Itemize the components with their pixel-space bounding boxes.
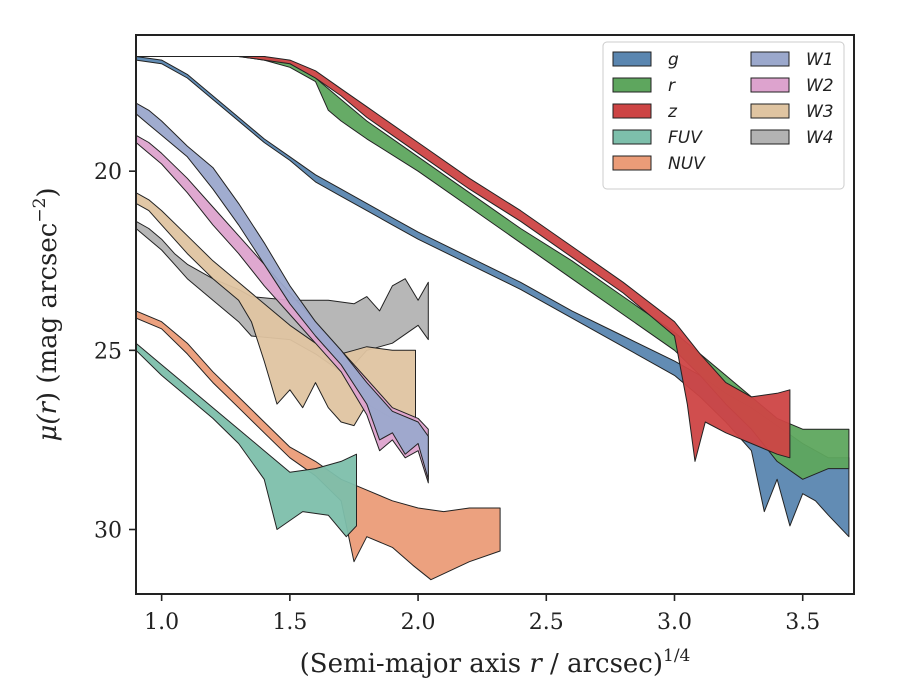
- x-tick-label: 3.5: [785, 610, 820, 635]
- x-axis-ticks: 1.0 1.5 2.0 2.5 3.0 3.5: [144, 594, 820, 635]
- legend-swatch: [750, 51, 790, 67]
- y-tick-label: 30: [94, 519, 122, 544]
- x-axis-label: (Semi-major axis r / arcsec)1/4: [300, 646, 691, 679]
- plot-frame: [135, 34, 855, 595]
- y-tick-label: 25: [94, 339, 122, 364]
- band-w1: [136, 102, 429, 480]
- y-tick-label: 20: [94, 160, 122, 185]
- profile-bands: [136, 56, 850, 581]
- band-z: [136, 56, 791, 462]
- legend-label: W3: [806, 102, 834, 122]
- legend-label: W2: [806, 76, 834, 96]
- legend-swatch: [612, 51, 652, 67]
- legend-label: z: [667, 102, 678, 122]
- x-tick-label: 1.5: [272, 610, 307, 635]
- band-fuv: [136, 342, 357, 538]
- legend-swatch: [612, 103, 652, 119]
- band-nuv: [136, 310, 501, 581]
- x-tick-label: 2.0: [401, 610, 436, 635]
- x-tick-label: 3.0: [657, 610, 692, 635]
- legend-swatch: [612, 155, 652, 171]
- band-g: [136, 56, 850, 538]
- legend-swatch: [612, 77, 652, 93]
- legend-label: NUV: [668, 154, 706, 174]
- legend: grz FUV NUV W1 W2 W3 W4: [602, 41, 845, 190]
- legend-label: W4: [806, 128, 834, 148]
- band-w2: [136, 134, 429, 484]
- legend-swatch: [750, 129, 790, 145]
- legend-label: FUV: [668, 128, 703, 148]
- legend-label: r: [668, 76, 676, 96]
- legend-swatch: [612, 129, 652, 145]
- legend-swatch: [750, 77, 790, 93]
- legend-label: W1: [806, 50, 834, 70]
- y-axis-label: μ(r) (mag arcsec−2): [30, 187, 63, 441]
- legend-swatch: [750, 103, 790, 119]
- x-tick-label: 2.5: [529, 610, 564, 635]
- x-tick-label: 1.0: [144, 610, 179, 635]
- legend-label: g: [668, 50, 679, 70]
- y-axis-ticks: 20 25 30: [94, 160, 136, 544]
